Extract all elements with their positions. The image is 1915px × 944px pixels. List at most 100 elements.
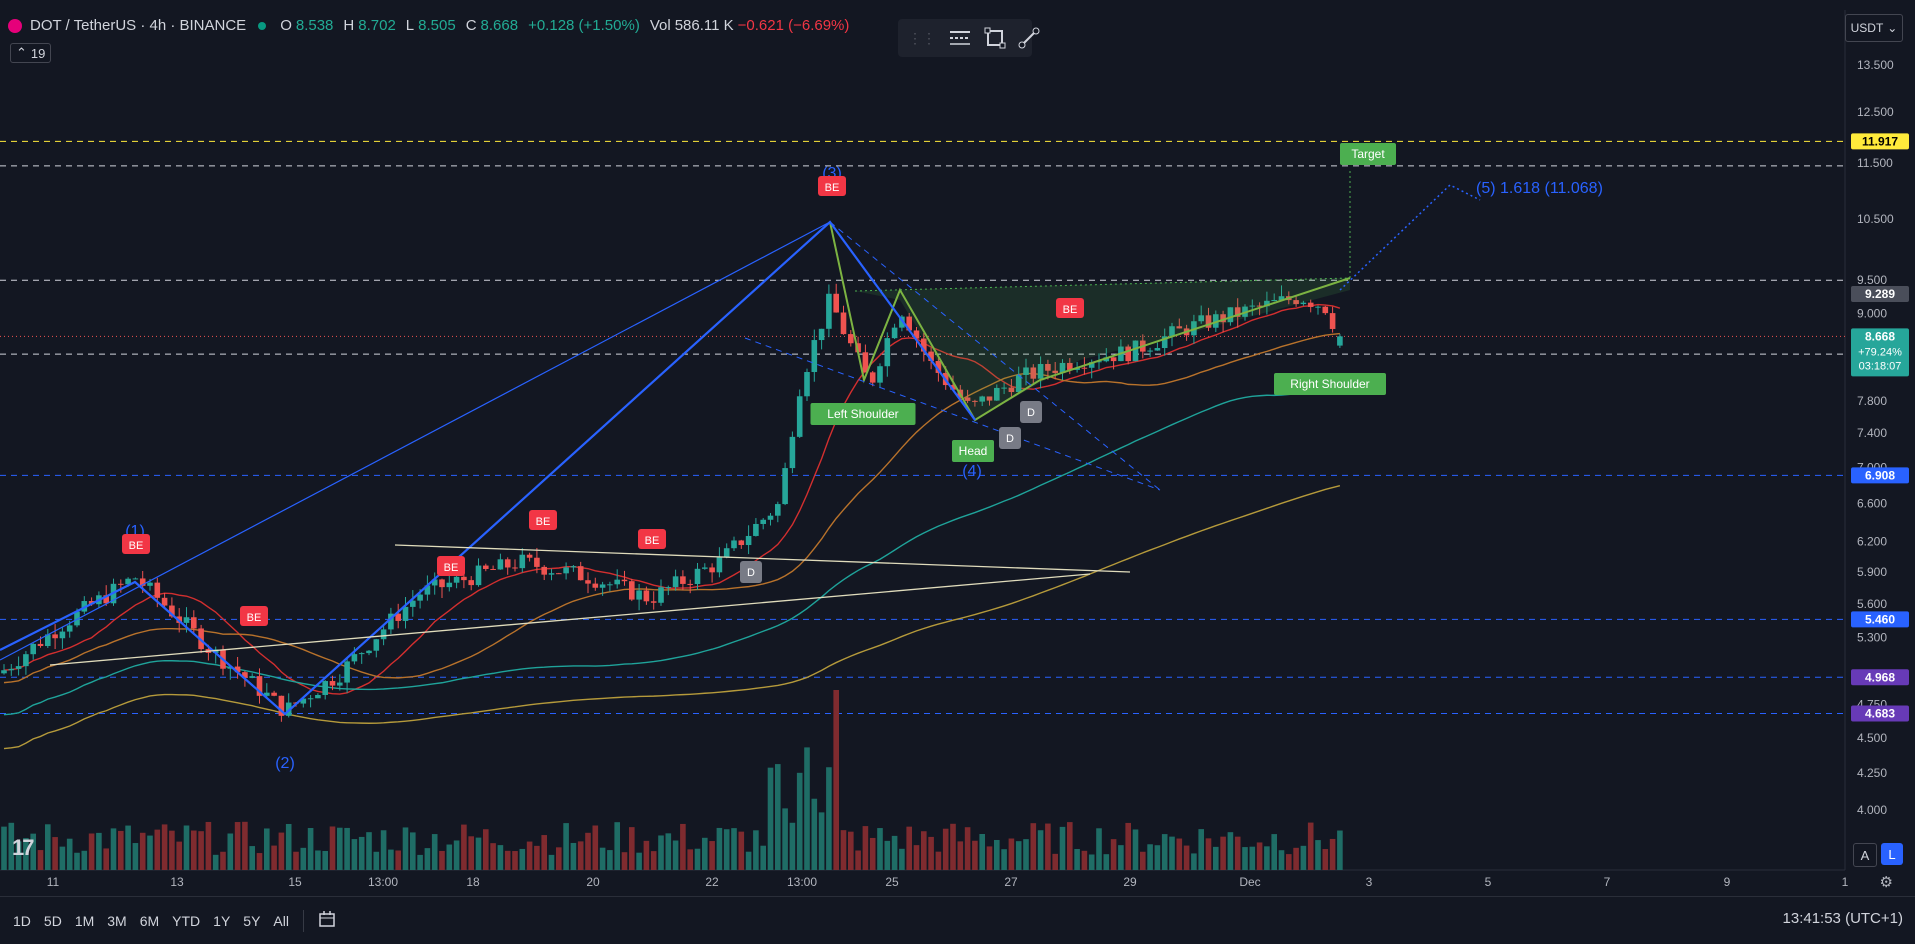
range-ytd[interactable]: YTD: [172, 912, 201, 929]
price-badge-box: [1851, 705, 1909, 722]
candle-body: [1103, 357, 1110, 362]
candle: [614, 569, 620, 589]
range-1d[interactable]: 1D: [13, 912, 31, 929]
volume-bar: [446, 844, 453, 870]
candle-body: [935, 360, 942, 373]
price-axis: 13.50012.50011.50010.5009.5009.0008.5007…: [1857, 58, 1894, 817]
candle: [1067, 358, 1073, 375]
line-style-icon[interactable]: [948, 25, 972, 51]
volume-bar: [125, 825, 131, 870]
volume-bar: [782, 808, 788, 870]
candle-body: [636, 590, 642, 600]
volume-bar: [358, 836, 365, 870]
candle-body: [1015, 374, 1022, 393]
time-tick-label: 13:00: [787, 875, 817, 889]
range-6m[interactable]: 6M: [139, 912, 160, 929]
candle-body: [556, 573, 562, 575]
candle-body: [738, 540, 745, 546]
candle-body: [431, 579, 438, 586]
volume-bar: [490, 843, 496, 870]
pattern-tag-text: Target: [1351, 147, 1385, 161]
candle-body: [760, 519, 766, 524]
candle: [913, 327, 920, 348]
settings-gear-icon[interactable]: ⚙: [1879, 874, 1893, 891]
candle: [468, 576, 474, 591]
candle: [1337, 333, 1343, 348]
candle: [556, 572, 562, 575]
candle-body: [322, 681, 328, 695]
range-3m[interactable]: 3M: [107, 912, 127, 929]
candle: [490, 565, 496, 570]
calendar-icon[interactable]: [318, 910, 336, 931]
time-tick-label: 11: [47, 875, 60, 889]
candle-body: [716, 557, 723, 573]
trend-line-icon[interactable]: [1018, 25, 1040, 51]
candle: [1110, 357, 1117, 370]
price-tick-label: 7.800: [1857, 394, 1887, 408]
volume-bar: [220, 851, 226, 870]
candle: [986, 396, 993, 406]
candle-body: [1220, 314, 1226, 323]
log-scale-toggle[interactable]: L: [1881, 843, 1903, 865]
candle-body: [563, 567, 569, 574]
volume-bar: [767, 767, 774, 870]
candle: [672, 569, 679, 591]
candle-body: [264, 692, 270, 696]
be-marker-box: [818, 176, 846, 196]
volume-bar: [234, 822, 241, 870]
elliott-wave-line: [0, 220, 976, 716]
volume-bar: [504, 850, 511, 870]
candle: [483, 563, 489, 572]
price-tick-label: 11.500: [1857, 156, 1893, 170]
volume-bar: [921, 831, 927, 870]
volume-bar: [614, 822, 620, 870]
candle-body: [570, 566, 577, 568]
volume-bar: [329, 826, 336, 870]
symbol-title[interactable]: DOT / TetherUS · 4h · BINANCE: [30, 17, 247, 34]
tradingview-logo[interactable]: 17: [12, 835, 35, 860]
ma-teal-line: [3, 388, 1340, 716]
auto-scale-toggle[interactable]: A: [1853, 843, 1877, 867]
candle: [570, 564, 577, 572]
volume-bar: [154, 829, 161, 870]
candle-body: [745, 535, 752, 546]
candle: [1220, 310, 1226, 333]
volume-change: −0.621 (−6.69%): [737, 17, 850, 34]
pattern-fill: [855, 278, 1350, 420]
candle: [818, 328, 825, 350]
volume-bar: [453, 840, 460, 870]
be-marker-text: BE: [825, 182, 840, 194]
candle-body: [891, 327, 898, 339]
volume-bar: [344, 827, 350, 870]
candle-body: [512, 567, 518, 569]
volume-bar: [227, 833, 234, 870]
volume-bar: [118, 830, 124, 870]
candle-body: [147, 582, 153, 586]
drag-handle-icon[interactable]: ⋮⋮: [908, 29, 936, 46]
range-5d[interactable]: 5D: [43, 912, 62, 929]
candle-body: [1147, 350, 1153, 352]
range-1m[interactable]: 1M: [74, 912, 95, 929]
volume-bar: [1008, 838, 1015, 870]
candle-body: [1023, 367, 1029, 375]
range-all[interactable]: All: [273, 912, 289, 929]
clock[interactable]: 13:41:53 (UTC+1): [1782, 910, 1903, 927]
candle-body: [986, 396, 993, 401]
candle-body: [928, 351, 934, 361]
candle: [709, 563, 715, 583]
indicator-toggle[interactable]: ⌃ 19: [10, 43, 52, 63]
volume-bar: [796, 772, 803, 870]
rectangle-select-icon[interactable]: [984, 25, 1006, 51]
candle-body: [964, 397, 971, 401]
candle: [994, 384, 1000, 401]
range-1y[interactable]: 1Y: [213, 912, 231, 929]
candle: [643, 586, 650, 605]
volume-bar: [483, 829, 489, 870]
candle: [366, 649, 372, 656]
currency-select[interactable]: USDT ⌄: [1845, 14, 1903, 42]
volume-bar: [307, 828, 314, 870]
range-5y[interactable]: 5Y: [243, 912, 261, 929]
candle-body: [52, 634, 58, 639]
